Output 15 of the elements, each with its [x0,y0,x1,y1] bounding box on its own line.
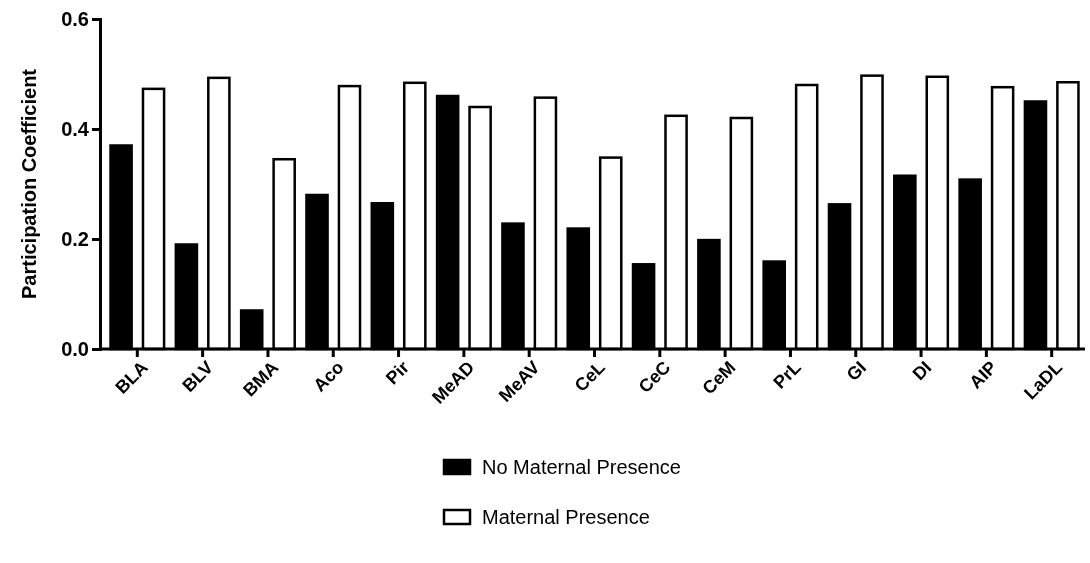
y-tick-label: 0.2 [61,227,89,250]
x-tick-label: DI [908,357,936,385]
x-tick-label: PrL [769,357,805,393]
y-tick-label: 0.4 [61,117,90,140]
y-tick-label: 0.0 [61,337,89,360]
x-tick-label: Aco [309,357,348,396]
y-axis-title: Participation Coefficient [18,68,40,300]
legend-label: Maternal Presence [482,506,650,528]
x-tick-label: AIP [965,357,1001,393]
x-tick-label: CeL [570,357,609,396]
x-tick-label: CeC [634,357,675,397]
legend-label: No Maternal Presence [482,456,681,478]
x-tick-label: Pir [381,357,413,389]
y-tick-label: 0.6 [61,7,89,30]
x-tick-label: GI [842,357,871,385]
